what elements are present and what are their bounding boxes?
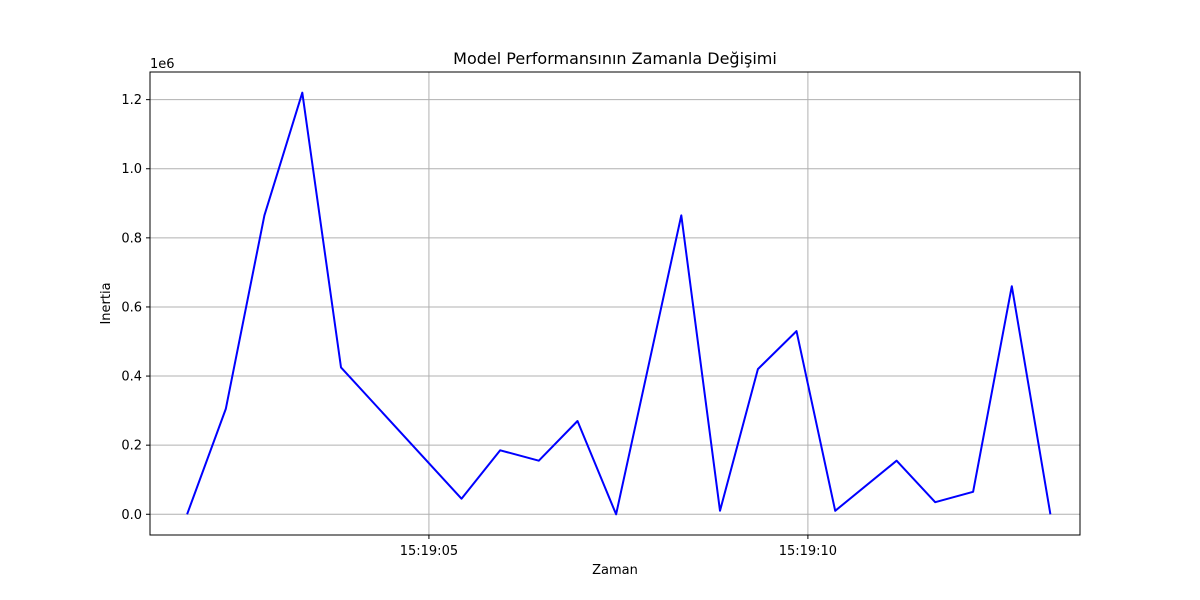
data-point: [340, 366, 342, 368]
data-point: [499, 449, 501, 451]
data-point: [538, 460, 540, 462]
y-offset-label: 1e6: [150, 57, 175, 72]
y-tick-label: 0.4: [121, 370, 142, 385]
data-point: [796, 330, 798, 332]
axis-ticks: 0.0 0.2 0.4 0.6 0.8 1.0 1.2 15:19:05 15:19:10: [121, 93, 837, 559]
data-point: [1011, 285, 1013, 287]
data-point: [834, 510, 836, 512]
x-axis-label: Zaman: [592, 563, 638, 578]
y-tick-label: 0.6: [121, 300, 142, 315]
data-point: [301, 92, 303, 94]
series-line: [186, 91, 1052, 516]
y-tick-label: 0.0: [121, 508, 142, 523]
data-point: [972, 491, 974, 493]
data-point: [263, 214, 265, 216]
data-point: [934, 501, 936, 503]
data-point: [186, 513, 188, 515]
data-point: [225, 408, 227, 410]
data-point: [896, 460, 898, 462]
y-tick-label: 1.0: [121, 162, 142, 177]
y-tick-label: 1.2: [121, 93, 142, 108]
y-tick-label: 0.8: [121, 231, 142, 246]
plot-area: [150, 72, 1080, 535]
data-point: [1049, 513, 1051, 515]
chart-title: Model Performansının Zamanla Değişimi: [453, 49, 777, 68]
data-point: [757, 368, 759, 370]
data-point: [719, 510, 721, 512]
x-tick-label: 15:19:10: [779, 544, 837, 559]
data-point: [576, 420, 578, 422]
data-point: [680, 214, 682, 216]
series-layer: [186, 91, 1052, 516]
x-tick-label: 15:19:05: [400, 544, 458, 559]
y-tick-label: 0.2: [121, 439, 142, 454]
grid-lines: [150, 72, 1080, 535]
plot-frame: [149, 71, 1081, 536]
data-point: [461, 498, 463, 500]
y-axis-label: Inertia: [99, 282, 114, 324]
data-point: [615, 513, 617, 515]
